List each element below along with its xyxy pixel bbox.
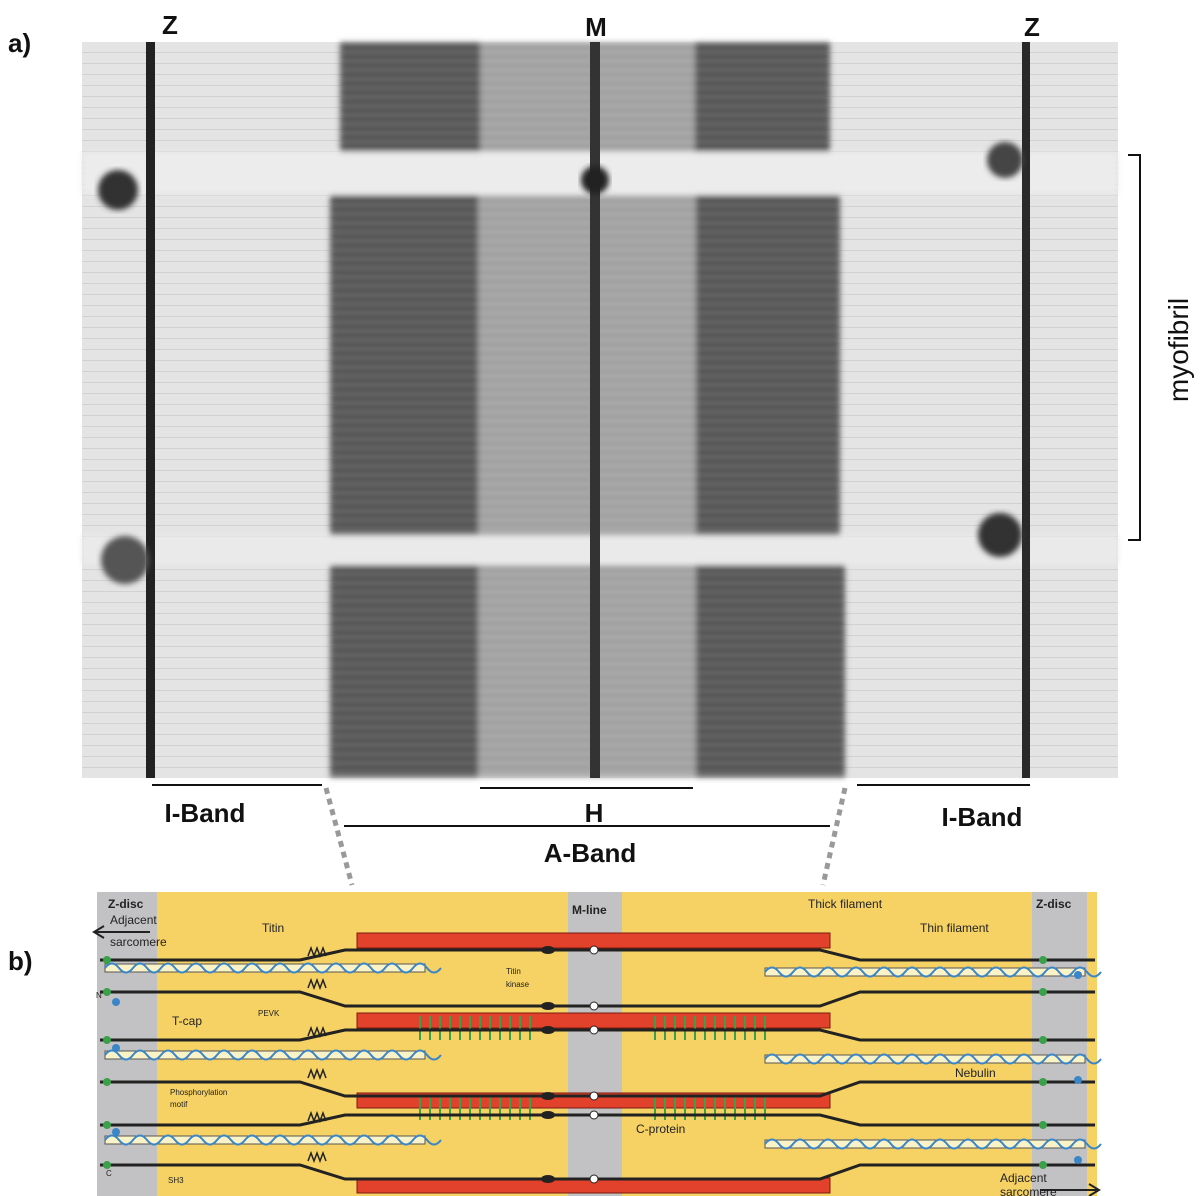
z-anchor [1039, 1121, 1047, 1129]
z-anchor [1039, 1078, 1047, 1086]
titin [100, 1163, 1095, 1181]
label: N [96, 991, 102, 1000]
pevk [307, 1067, 327, 1081]
label: Thick filament [808, 897, 883, 911]
z-anchor [1039, 988, 1047, 996]
z-anchor [1039, 1161, 1047, 1169]
label: motif [170, 1100, 188, 1109]
label: Z-disc [1036, 897, 1072, 911]
titin [100, 948, 1095, 962]
m-label: M [585, 12, 607, 42]
h-label: H [585, 798, 604, 828]
thin-filament [764, 1054, 1086, 1064]
z-anchor [103, 1121, 111, 1129]
i-band-label: I-Band [165, 798, 246, 828]
label: M-line [572, 903, 607, 917]
kinase [541, 1175, 555, 1183]
nebulin [104, 962, 442, 974]
panel-label: b) [8, 946, 33, 976]
nebulin [764, 1138, 1102, 1150]
thin-filament [764, 967, 1086, 977]
label: Adjacent [1000, 1171, 1047, 1185]
thin-filament [104, 963, 426, 973]
m-anchor [589, 1091, 599, 1101]
label: sarcomere [110, 935, 167, 949]
z-anchor [103, 1036, 111, 1044]
kinase [541, 1002, 555, 1010]
nebulin [104, 1049, 442, 1061]
z-anchor [103, 988, 111, 996]
label: Adjacent [110, 913, 157, 927]
bracket [1128, 154, 1141, 541]
thin-filament [104, 1135, 426, 1145]
pevk [307, 1110, 327, 1124]
micrograph [82, 42, 1118, 778]
pevk [307, 1150, 327, 1164]
pevk [307, 977, 327, 991]
thin-filament [104, 1050, 426, 1060]
diagram-labels: Z-disc Adjacent sarcomere Titin M-line T… [96, 897, 1072, 1196]
kinase [541, 1111, 555, 1119]
z-label: Z [1024, 12, 1040, 42]
m-anchor [589, 1174, 599, 1184]
label: kinase [506, 980, 530, 989]
thin-filament [764, 1139, 1086, 1149]
label: T-cap [172, 1014, 202, 1028]
m-anchor [589, 1001, 599, 1011]
nebulin [764, 966, 1102, 978]
label: Phosphorylation [170, 1088, 227, 1097]
t-cap [1074, 971, 1082, 979]
label: PEVK [258, 1009, 280, 1018]
pevk [307, 945, 327, 959]
label: sarcomere [1000, 1185, 1057, 1196]
sarcomere-diagram [92, 892, 1102, 1196]
z-anchor [1039, 1036, 1047, 1044]
label: C-protein [636, 1122, 685, 1136]
z-anchor [1039, 956, 1047, 964]
z-anchor [103, 1078, 111, 1086]
t-cap [1074, 1076, 1082, 1084]
z-label: Z [162, 10, 178, 40]
pevk [307, 1025, 327, 1039]
label: C [106, 1169, 112, 1178]
t-cap [1074, 1156, 1082, 1164]
i-band-label: I-Band [942, 802, 1023, 832]
label: Thin filament [920, 921, 989, 935]
kinase [541, 946, 555, 954]
m-anchor [589, 1110, 599, 1120]
m-anchor [589, 1025, 599, 1035]
t-cap [112, 1044, 120, 1052]
panel-label: a) [8, 28, 31, 58]
titin [100, 1028, 1095, 1042]
kinase [541, 1026, 555, 1034]
titin [100, 1113, 1095, 1127]
t-cap [112, 998, 120, 1006]
label: Z-disc [108, 897, 144, 911]
t-cap [112, 1128, 120, 1136]
label: Titin [506, 967, 521, 976]
myofibril-label: myofibril [1163, 298, 1194, 402]
a-band-label: A-Band [544, 838, 636, 868]
zoom-lines [323, 787, 848, 886]
titin [100, 990, 1095, 1008]
z-anchor [103, 1161, 111, 1169]
nebulin [764, 1053, 1102, 1065]
kinase [541, 1092, 555, 1100]
nebulin [104, 1134, 442, 1146]
titin [100, 1080, 1095, 1098]
z-anchor [103, 956, 111, 964]
label: SH3 [168, 1176, 184, 1185]
arrow [1040, 1183, 1101, 1196]
m-anchor [589, 945, 599, 955]
label: Titin [262, 921, 284, 935]
label: Nebulin [955, 1066, 996, 1080]
band-lines [152, 784, 1030, 827]
arrow [92, 925, 150, 939]
